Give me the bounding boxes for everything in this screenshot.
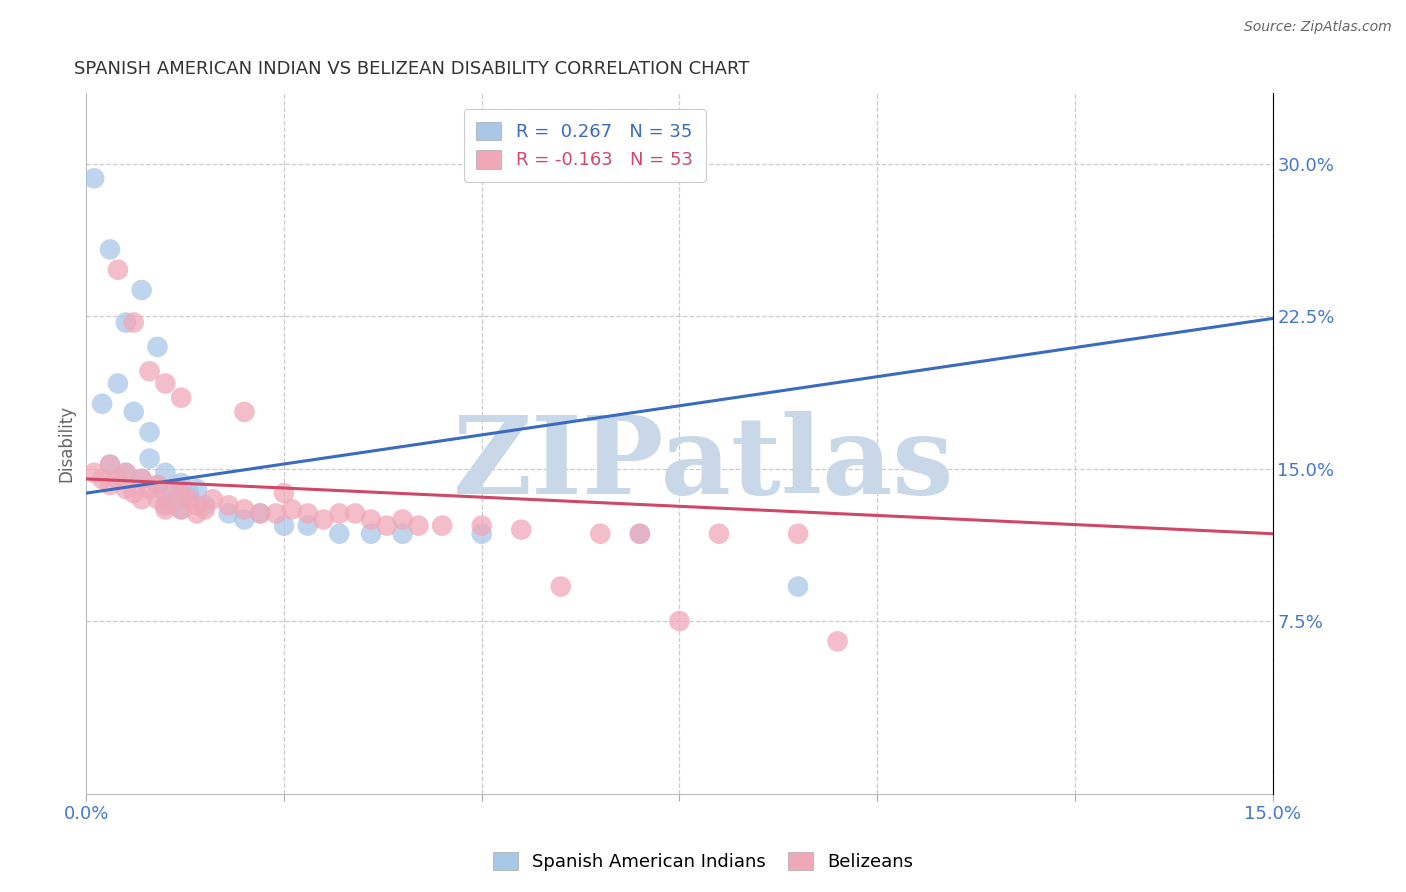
Point (107, 376, 129, 391)
Point (177, 492, 200, 507)
Point (146, 478, 169, 492)
Point (194, 502, 217, 516)
Point (471, 526, 494, 541)
Point (177, 486, 200, 500)
Point (98, 458, 121, 472)
Point (170, 502, 193, 516)
Point (186, 498, 208, 512)
Point (328, 507, 350, 521)
Point (146, 340, 169, 354)
Text: ZIPatlas: ZIPatlas (453, 411, 953, 517)
Point (162, 482, 184, 496)
Point (218, 507, 240, 521)
Point (91, 472, 114, 486)
Point (155, 466, 177, 480)
Point (201, 492, 224, 507)
Point (264, 507, 287, 521)
Point (273, 486, 295, 500)
Point (122, 486, 145, 500)
Point (297, 507, 319, 521)
Point (218, 498, 240, 512)
Point (98, 458, 121, 472)
Point (98, 243, 121, 257)
Point (186, 507, 208, 521)
Point (162, 496, 184, 510)
Point (138, 364, 160, 378)
Point (114, 482, 136, 496)
Point (510, 523, 533, 537)
Point (787, 526, 810, 541)
Text: Source: ZipAtlas.com: Source: ZipAtlas.com (1244, 20, 1392, 34)
Point (312, 512, 335, 526)
Y-axis label: Disability: Disability (58, 405, 75, 482)
Point (114, 466, 136, 480)
Point (83, 466, 105, 480)
Point (344, 507, 367, 521)
Point (98, 478, 121, 492)
Point (131, 472, 153, 486)
Point (787, 580, 810, 594)
Point (155, 376, 177, 391)
Point (186, 482, 208, 496)
Point (83, 171, 105, 186)
Point (170, 486, 193, 500)
Point (375, 518, 398, 533)
Point (233, 405, 256, 419)
Point (91, 397, 114, 411)
Point (827, 634, 849, 648)
Point (170, 502, 193, 516)
Point (550, 580, 572, 594)
Point (170, 391, 193, 405)
Point (589, 526, 612, 541)
Point (122, 405, 145, 419)
Point (233, 502, 256, 516)
Point (122, 316, 145, 330)
Point (360, 512, 382, 526)
Legend: Spanish American Indians, Belizeans: Spanish American Indians, Belizeans (485, 845, 921, 879)
Point (628, 526, 651, 541)
Point (138, 451, 160, 466)
Point (107, 472, 129, 486)
Point (155, 486, 177, 500)
Point (297, 518, 319, 533)
Point (628, 526, 651, 541)
Point (138, 482, 160, 496)
Point (146, 492, 169, 507)
Point (430, 518, 453, 533)
Point (170, 482, 193, 496)
Point (146, 478, 169, 492)
Point (194, 498, 217, 512)
Point (131, 492, 153, 507)
Point (360, 526, 382, 541)
Point (391, 526, 413, 541)
Point (668, 614, 690, 628)
Point (249, 507, 271, 521)
Point (233, 512, 256, 526)
Point (107, 262, 129, 277)
Point (138, 425, 160, 440)
Text: SPANISH AMERICAN INDIAN VS BELIZEAN DISABILITY CORRELATION CHART: SPANISH AMERICAN INDIAN VS BELIZEAN DISA… (75, 60, 749, 78)
Point (408, 518, 430, 533)
Point (273, 518, 295, 533)
Point (471, 518, 494, 533)
Point (170, 475, 193, 490)
Point (249, 507, 271, 521)
Legend: R =  0.267   N = 35, R = -0.163   N = 53: R = 0.267 N = 35, R = -0.163 N = 53 (464, 109, 706, 182)
Point (155, 498, 177, 512)
Point (281, 502, 304, 516)
Point (155, 498, 177, 512)
Point (155, 502, 177, 516)
Point (131, 472, 153, 486)
Point (328, 526, 350, 541)
Point (707, 526, 730, 541)
Point (131, 283, 153, 297)
Point (114, 316, 136, 330)
Point (391, 512, 413, 526)
Point (114, 466, 136, 480)
